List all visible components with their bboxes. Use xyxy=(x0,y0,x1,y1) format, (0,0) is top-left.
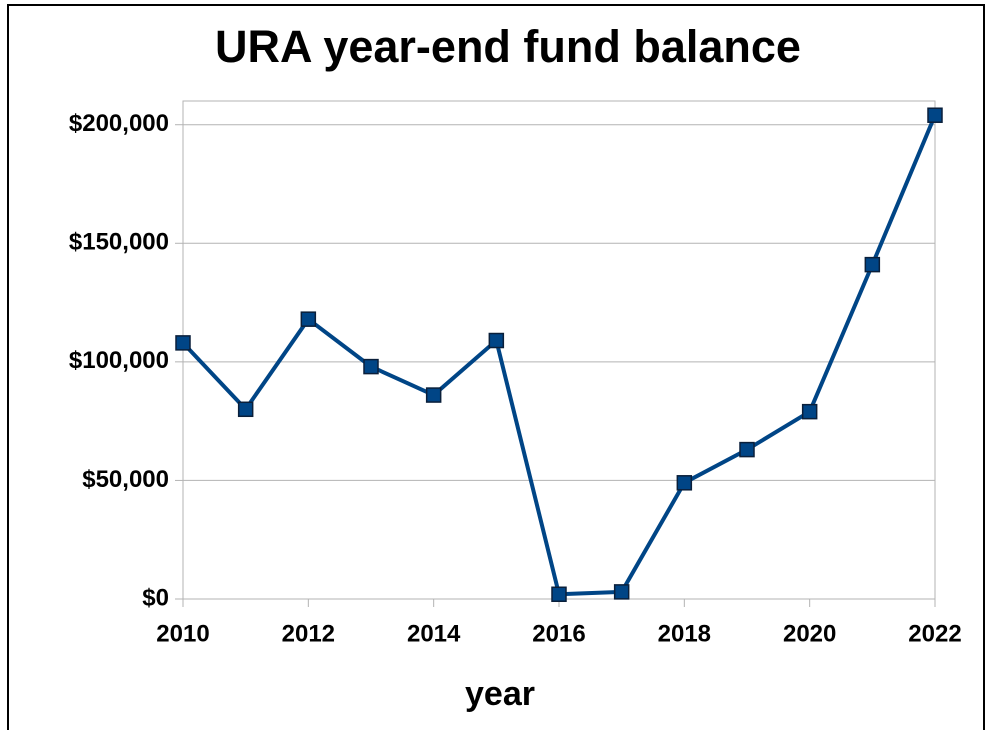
data-point xyxy=(300,311,317,327)
data-point xyxy=(676,475,693,491)
data-point xyxy=(864,256,881,273)
x-tick-label: 2012 xyxy=(282,620,335,647)
y-tick-label: $50,000 xyxy=(82,466,169,493)
y-tick-label: $0 xyxy=(142,584,169,611)
data-point xyxy=(551,586,567,603)
y-tick-label: $150,000 xyxy=(69,229,169,256)
data-point xyxy=(363,358,379,375)
data-point xyxy=(739,441,755,458)
x-tick-label: 2010 xyxy=(156,620,209,647)
chart-border xyxy=(7,4,985,730)
x-tick-label: 2014 xyxy=(407,620,461,647)
data-point xyxy=(175,335,191,351)
x-tick-label: 2016 xyxy=(532,620,585,647)
x-tick-label: 2022 xyxy=(908,620,961,647)
x-tick-label: 2020 xyxy=(783,620,836,647)
series-line xyxy=(181,114,937,597)
data-point xyxy=(927,107,943,123)
y-tick-label: $200,000 xyxy=(69,110,169,137)
x-axis-label: year xyxy=(465,675,535,713)
data-point xyxy=(425,387,442,403)
data-point xyxy=(801,403,818,420)
y-tick-label: $100,000 xyxy=(69,347,169,374)
x-tick-label: 2018 xyxy=(658,620,711,647)
data-point xyxy=(488,332,505,349)
data-point xyxy=(613,584,630,600)
chart-title: URA year-end fund balance xyxy=(215,21,801,72)
data-point xyxy=(237,401,254,418)
plot-area xyxy=(182,100,936,600)
